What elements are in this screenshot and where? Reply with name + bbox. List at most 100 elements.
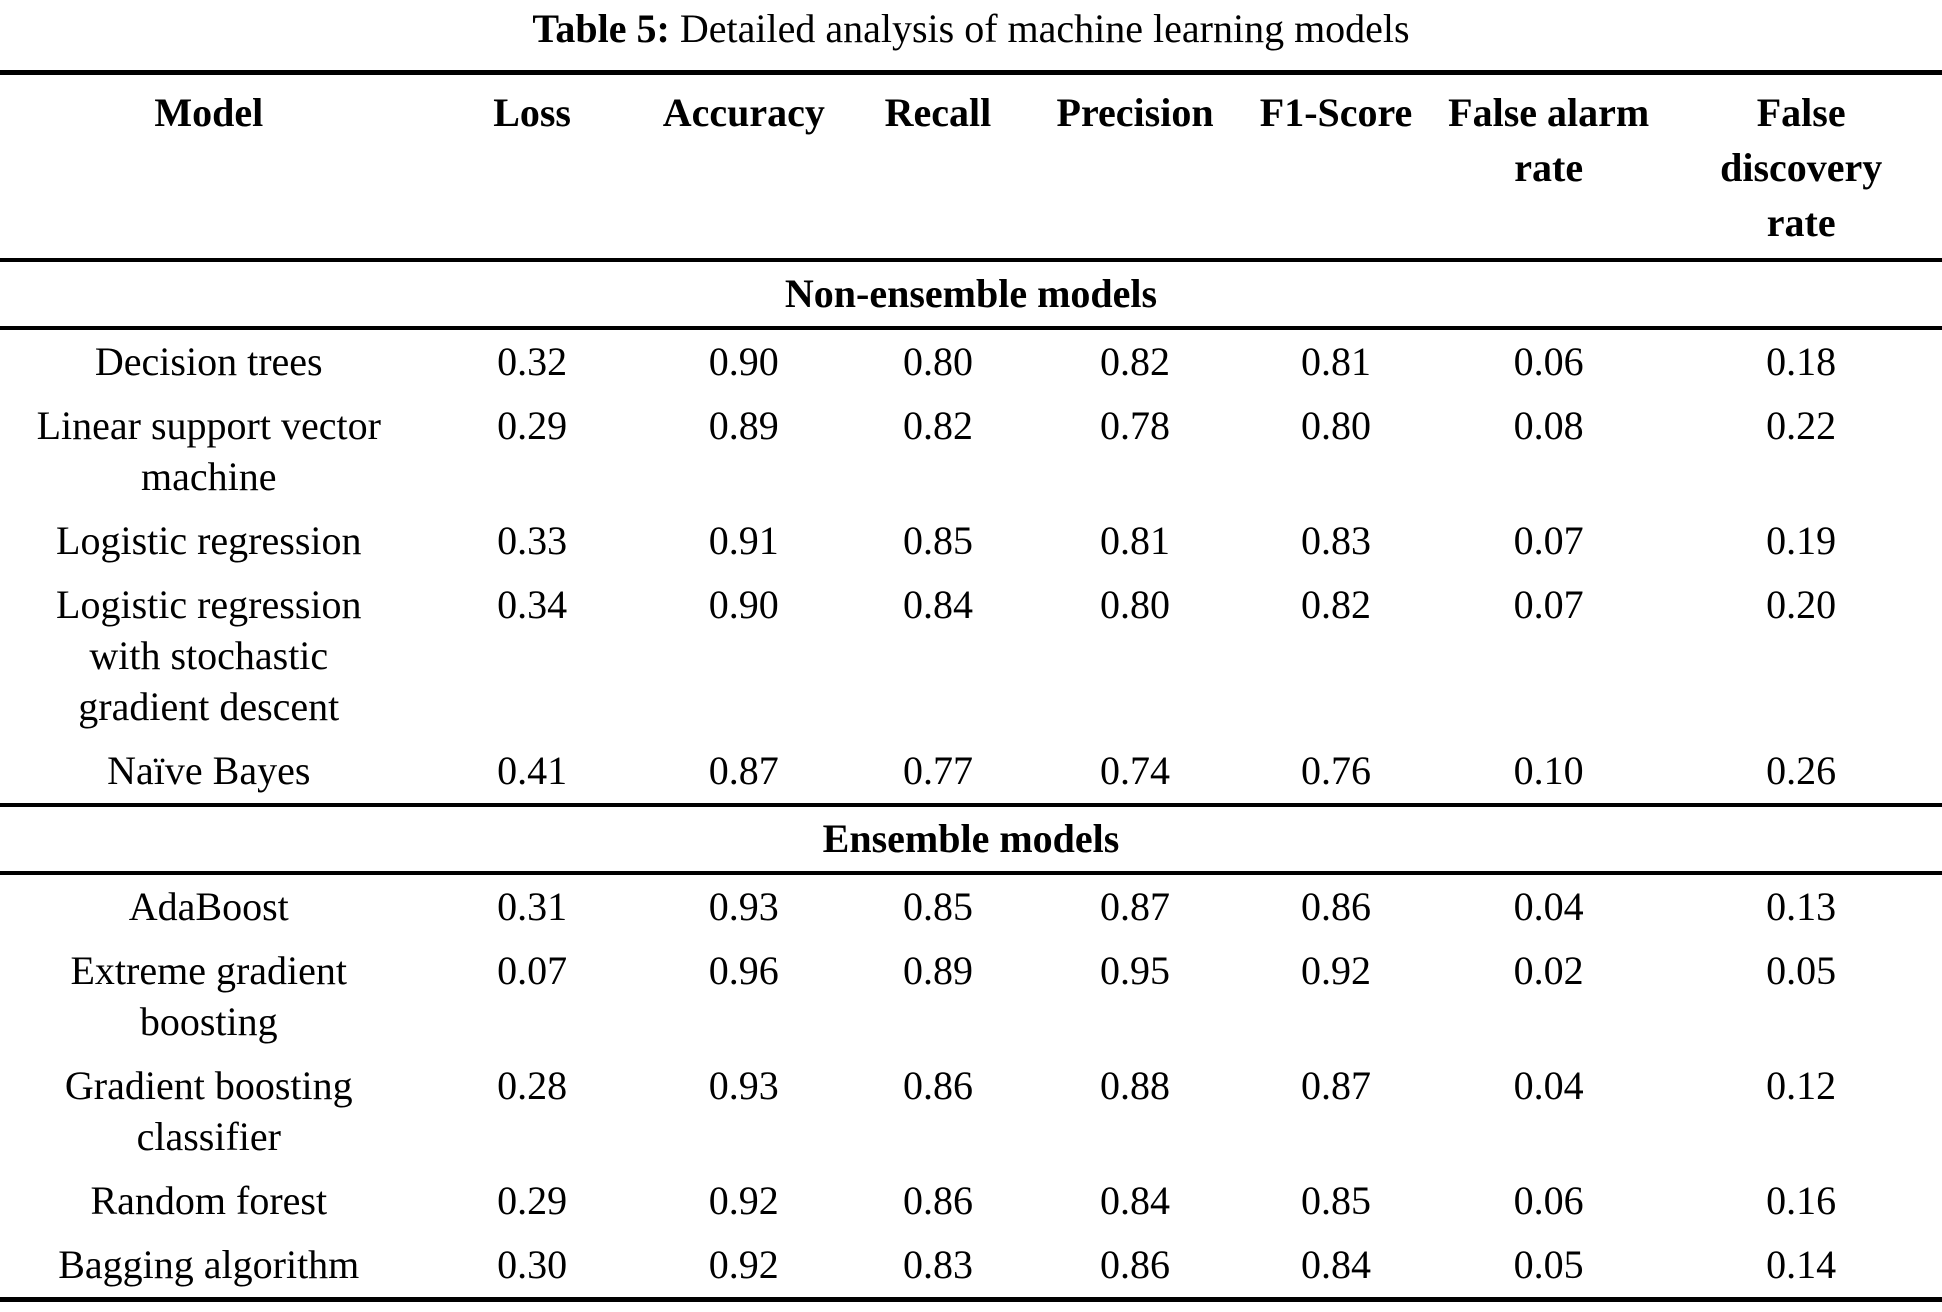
metric-value-cell: 0.18 xyxy=(1766,339,1837,384)
table-caption-label: Table 5: xyxy=(532,6,670,51)
table-row: Gradient boosting classifier 0.28 0.93 0.86… xyxy=(0,1054,1942,1169)
table-row: Logistic regression 0.33 0.91 0.85 0.81 0.83 0… xyxy=(0,509,1942,573)
metric-value-cell: 0.82 xyxy=(902,403,973,448)
metric-value-cell: 0.82 xyxy=(1100,339,1171,384)
metric-value-cell: 0.87 xyxy=(1301,1063,1372,1108)
metric-value-cell: 0.20 xyxy=(1766,582,1837,627)
metric-value-cell: 0.76 xyxy=(1301,748,1372,793)
metric-value-cell: 0.77 xyxy=(902,748,973,793)
metric-value-cell: 0.81 xyxy=(1301,339,1372,384)
model-name-cell: Gradient boosting classifier xyxy=(64,1063,353,1159)
table-row: Random forest 0.29 0.92 0.86 0.84 0.85 0.06 0.1… xyxy=(0,1169,1942,1233)
metric-value-cell: 0.80 xyxy=(1301,403,1372,448)
model-name-cell: Logistic regression with stochastic grad… xyxy=(56,582,362,729)
model-name-cell: Random forest xyxy=(90,1178,328,1223)
table-row: Linear support vector machine 0.29 0.89 0.8… xyxy=(0,394,1942,509)
metric-value-cell: 0.84 xyxy=(1301,1242,1372,1287)
metric-value-cell: 0.13 xyxy=(1766,884,1837,929)
metric-value-cell: 0.07 xyxy=(1513,518,1584,563)
table-row: Logistic regression with stochastic grad… xyxy=(0,573,1942,739)
column-header-recall: Recall xyxy=(840,72,1036,262)
table-caption-text: Detailed analysis of machine learning mo… xyxy=(679,6,1410,51)
model-name-cell: Linear support vector machine xyxy=(36,403,381,499)
metric-value-cell: 0.22 xyxy=(1766,403,1837,448)
column-header-f1-score: F1-Score xyxy=(1235,72,1438,262)
metric-value-cell: 0.29 xyxy=(497,1178,568,1223)
metric-value-cell: 0.80 xyxy=(902,339,973,384)
column-header-false-alarm-rate: False alarm rate xyxy=(1437,72,1661,262)
metric-value-cell: 0.86 xyxy=(1100,1242,1171,1287)
section-header-row: Ensemble models xyxy=(0,803,1942,875)
model-name-cell: AdaBoost xyxy=(128,884,289,929)
model-name-cell: Bagging algorithm xyxy=(58,1242,360,1287)
metric-value-cell: 0.78 xyxy=(1100,403,1171,448)
metric-value-cell: 0.16 xyxy=(1766,1178,1837,1223)
metric-value-cell: 0.87 xyxy=(708,748,779,793)
metric-value-cell: 0.07 xyxy=(497,948,568,993)
model-name-cell: Logistic regression xyxy=(56,518,362,563)
column-header-model: Model xyxy=(0,72,418,262)
metric-value-cell: 0.05 xyxy=(1766,948,1837,993)
column-header-accuracy: Accuracy xyxy=(646,72,841,262)
section-title: Non-ensemble models xyxy=(0,258,1942,330)
table-row: Bagging algorithm 0.30 0.92 0.83 0.86 0.84 0.0… xyxy=(0,1233,1942,1300)
metric-value-cell: 0.06 xyxy=(1513,1178,1584,1223)
metric-value-cell: 0.29 xyxy=(497,403,568,448)
metric-value-cell: 0.30 xyxy=(497,1242,568,1287)
model-name-cell: Decision trees xyxy=(94,339,323,384)
metric-value-cell: 0.04 xyxy=(1513,1063,1584,1108)
metric-value-cell: 0.28 xyxy=(497,1063,568,1108)
section-header-row: Non-ensemble models xyxy=(0,258,1942,330)
metric-value-cell: 0.86 xyxy=(1301,884,1372,929)
metric-value-cell: 0.83 xyxy=(902,1242,973,1287)
metric-value-cell: 0.74 xyxy=(1100,748,1171,793)
model-name-cell: Naïve Bayes xyxy=(107,748,311,793)
table-row: Extreme gradient boosting 0.07 0.96 0.89 0.9… xyxy=(0,939,1942,1054)
metric-value-cell: 0.87 xyxy=(1100,884,1171,929)
metric-value-cell: 0.04 xyxy=(1513,884,1584,929)
metric-value-cell: 0.82 xyxy=(1301,582,1372,627)
metric-value-cell: 0.83 xyxy=(1301,518,1372,563)
metric-value-cell: 0.19 xyxy=(1766,518,1837,563)
metric-value-cell: 0.92 xyxy=(708,1242,779,1287)
model-name-cell: Extreme gradient boosting xyxy=(70,948,348,1044)
section-title: Ensemble models xyxy=(0,803,1942,875)
metric-value-cell: 0.33 xyxy=(497,518,568,563)
metric-value-cell: 0.08 xyxy=(1513,403,1584,448)
metric-value-cell: 0.84 xyxy=(902,582,973,627)
metric-value-cell: 0.10 xyxy=(1513,748,1584,793)
header-row: Model Loss Accuracy Recall Precision F1-… xyxy=(0,72,1942,262)
metric-value-cell: 0.05 xyxy=(1513,1242,1584,1287)
metric-value-cell: 0.89 xyxy=(708,403,779,448)
metric-value-cell: 0.88 xyxy=(1100,1063,1171,1108)
metric-value-cell: 0.85 xyxy=(902,518,973,563)
metric-value-cell: 0.89 xyxy=(902,948,973,993)
metric-value-cell: 0.86 xyxy=(902,1178,973,1223)
metric-value-cell: 0.80 xyxy=(1100,582,1171,627)
metric-value-cell: 0.31 xyxy=(497,884,568,929)
column-header-loss: Loss xyxy=(417,72,647,262)
metric-value-cell: 0.07 xyxy=(1513,582,1584,627)
metric-value-cell: 0.92 xyxy=(1301,948,1372,993)
metric-value-cell: 0.96 xyxy=(708,948,779,993)
metric-value-cell: 0.93 xyxy=(708,884,779,929)
column-header-precision: Precision xyxy=(1035,72,1236,262)
column-header-false-discovery-rate: False discovery rate xyxy=(1660,72,1942,262)
table-row: Decision trees 0.32 0.90 0.80 0.82 0.81 0.06 0.… xyxy=(0,328,1942,394)
metric-value-cell: 0.85 xyxy=(1301,1178,1372,1223)
metric-value-cell: 0.41 xyxy=(497,748,568,793)
metric-value-cell: 0.06 xyxy=(1513,339,1584,384)
metric-value-cell: 0.81 xyxy=(1100,518,1171,563)
table-row: AdaBoost 0.31 0.93 0.85 0.87 0.86 0.04 0.13 xyxy=(0,873,1942,939)
table-body: Non-ensemble models Decision trees 0.32 0.9… xyxy=(0,258,1942,1300)
metric-value-cell: 0.34 xyxy=(497,582,568,627)
metric-value-cell: 0.32 xyxy=(497,339,568,384)
metric-value-cell: 0.86 xyxy=(902,1063,973,1108)
metric-value-cell: 0.90 xyxy=(708,582,779,627)
metric-value-cell: 0.12 xyxy=(1766,1063,1837,1108)
table-row: Naïve Bayes 0.41 0.87 0.77 0.74 0.76 0.10 0.26 xyxy=(0,739,1942,805)
metrics-table: Model Loss Accuracy Recall Precision F1-… xyxy=(0,70,1942,1302)
metric-value-cell: 0.91 xyxy=(708,518,779,563)
metric-value-cell: 0.95 xyxy=(1100,948,1171,993)
